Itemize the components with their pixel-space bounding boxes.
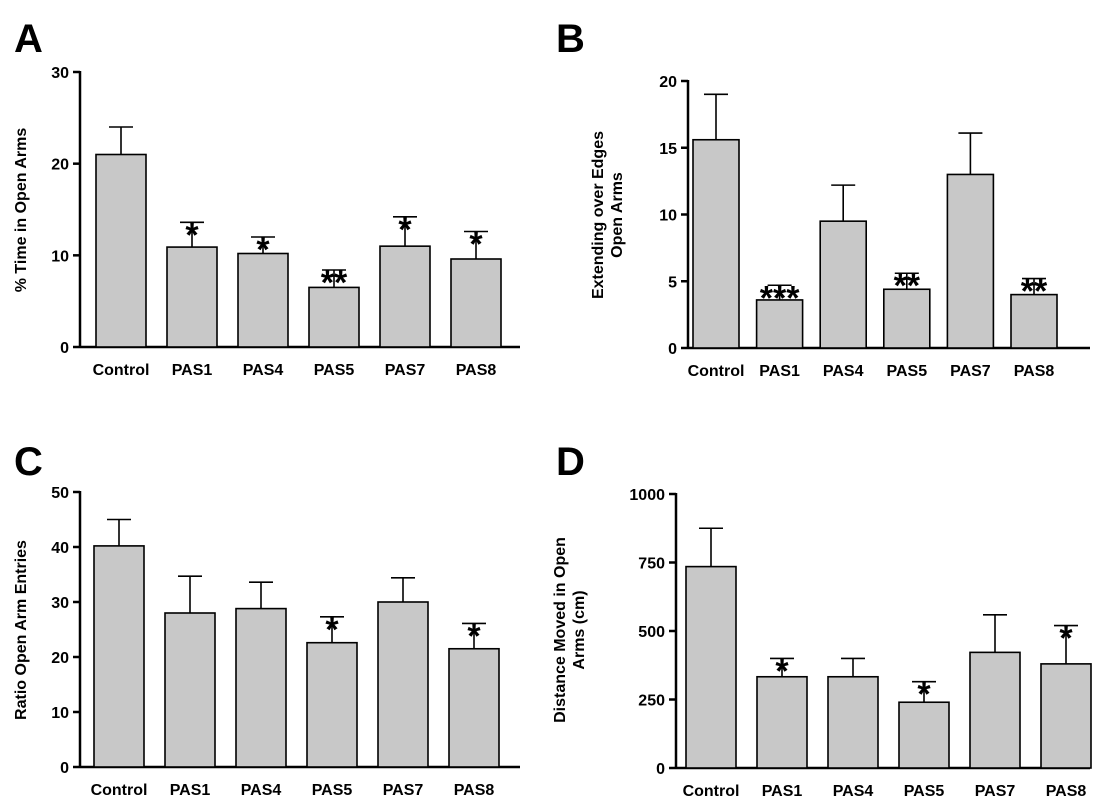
y-tick-label: 500 xyxy=(638,624,665,641)
significance-marker: *** xyxy=(760,279,800,317)
y-tick-label: 0 xyxy=(656,761,665,778)
significance-marker: ** xyxy=(321,264,348,302)
y-tick-label: 5 xyxy=(668,274,677,291)
panel-a: A 0 10 20 30 % Time in Open Arms Control PAS1 * P… xyxy=(13,17,520,379)
significance-marker: * xyxy=(398,211,412,249)
y-axis-label: Ratio Open Arm Entries xyxy=(13,540,30,720)
significance-marker: * xyxy=(1059,620,1073,658)
category-label: PAS5 xyxy=(312,782,353,796)
y-tick-label: 10 xyxy=(659,208,677,225)
panel-b: B 0 5 10 15 20 Extending over Edges Open Arms Co… xyxy=(556,17,1090,380)
y-tick-label: 0 xyxy=(668,341,677,358)
panel-c: C 0 10 20 30 40 50 Ratio Open Arm Entries Contro… xyxy=(13,440,520,796)
bar-pas4 xyxy=(819,220,868,349)
bar-pas8 xyxy=(1010,293,1058,349)
significance-marker: * xyxy=(469,226,483,264)
significance-marker: * xyxy=(325,611,339,649)
category-label: Control xyxy=(688,363,745,380)
category-label: PAS8 xyxy=(454,782,495,796)
bar-pas1 xyxy=(755,299,804,349)
category-label: PAS5 xyxy=(886,363,927,380)
bar-control xyxy=(93,545,145,768)
category-label: PAS8 xyxy=(1014,363,1055,380)
y-tick-label: 750 xyxy=(638,556,665,573)
y-tick-label: 10 xyxy=(51,248,69,265)
panel-d: D 0 250 500 750 1000 Distance Moved in Open Arm… xyxy=(552,440,1092,796)
significance-marker: ** xyxy=(1021,273,1048,311)
bar-pas1 xyxy=(166,246,218,348)
category-label: PAS8 xyxy=(1046,783,1087,796)
bar-pas7 xyxy=(379,245,431,348)
category-label: PAS4 xyxy=(823,363,864,380)
significance-marker: * xyxy=(775,652,789,690)
panel-letter: A xyxy=(14,17,43,61)
category-label: PAS1 xyxy=(172,362,213,379)
category-label: PAS5 xyxy=(314,362,355,379)
category-label: PAS1 xyxy=(762,783,803,796)
panel-letter: D xyxy=(556,440,585,484)
category-label: PAS7 xyxy=(950,363,991,380)
bar-pas1 xyxy=(756,675,808,769)
bar-pas7 xyxy=(969,651,1021,769)
y-axis-label: Extending over Edges xyxy=(590,131,607,299)
category-label: PAS4 xyxy=(241,782,282,796)
category-label: PAS7 xyxy=(383,782,424,796)
bar-pas8 xyxy=(1040,663,1092,769)
bar-control xyxy=(685,565,737,769)
bar-pas5 xyxy=(898,701,950,769)
y-tick-label: 30 xyxy=(51,595,69,612)
category-label: PAS1 xyxy=(170,782,211,796)
category-label: PAS1 xyxy=(759,363,800,380)
significance-marker: * xyxy=(917,676,931,714)
y-tick-label: 0 xyxy=(60,340,69,357)
bar-pas4 xyxy=(827,675,879,769)
significance-marker: ** xyxy=(894,267,921,305)
significance-marker: * xyxy=(256,231,270,269)
bar-pas8 xyxy=(448,647,500,768)
y-tick-label: 10 xyxy=(51,705,69,722)
category-label: Control xyxy=(683,783,740,796)
bar-pas7 xyxy=(946,173,995,349)
y-tick-label: 20 xyxy=(51,157,69,174)
bar-pas4 xyxy=(235,607,287,768)
category-label: PAS8 xyxy=(456,362,497,379)
category-label: Control xyxy=(93,362,150,379)
bar-control xyxy=(95,153,147,348)
bar-pas5 xyxy=(308,286,360,348)
y-axis-label: % Time in Open Arms xyxy=(13,128,30,293)
category-label: PAS7 xyxy=(975,783,1016,796)
panel-letter: B xyxy=(556,17,585,61)
category-label: PAS4 xyxy=(833,783,874,796)
y-tick-label: 30 xyxy=(51,65,69,82)
y-tick-label: 20 xyxy=(51,650,69,667)
y-tick-label: 250 xyxy=(638,693,665,710)
bar-pas5 xyxy=(882,288,931,349)
y-tick-label: 20 xyxy=(659,74,677,91)
panel-letter: C xyxy=(14,440,43,484)
bar-pas7 xyxy=(377,601,429,768)
y-axis-label: Distance Moved in Open xyxy=(552,537,569,723)
bar-pas8 xyxy=(450,258,502,348)
category-label: Control xyxy=(91,782,148,796)
bar-pas5 xyxy=(306,641,358,768)
category-label: PAS7 xyxy=(385,362,426,379)
significance-marker: * xyxy=(467,617,481,655)
y-tick-label: 1000 xyxy=(629,487,665,504)
y-tick-label: 50 xyxy=(51,485,69,502)
bar-pas1 xyxy=(164,612,216,768)
y-tick-label: 0 xyxy=(60,760,69,777)
bar-control xyxy=(692,138,740,349)
category-label: PAS4 xyxy=(243,362,284,379)
y-tick-label: 15 xyxy=(659,141,677,158)
significance-marker: * xyxy=(185,216,199,254)
category-label: PAS5 xyxy=(904,783,945,796)
bar-pas4 xyxy=(237,252,289,348)
y-axis-label: Open Arms xyxy=(609,172,626,258)
y-tick-label: 40 xyxy=(51,540,69,557)
y-axis-label: Arms (cm) xyxy=(571,590,588,669)
